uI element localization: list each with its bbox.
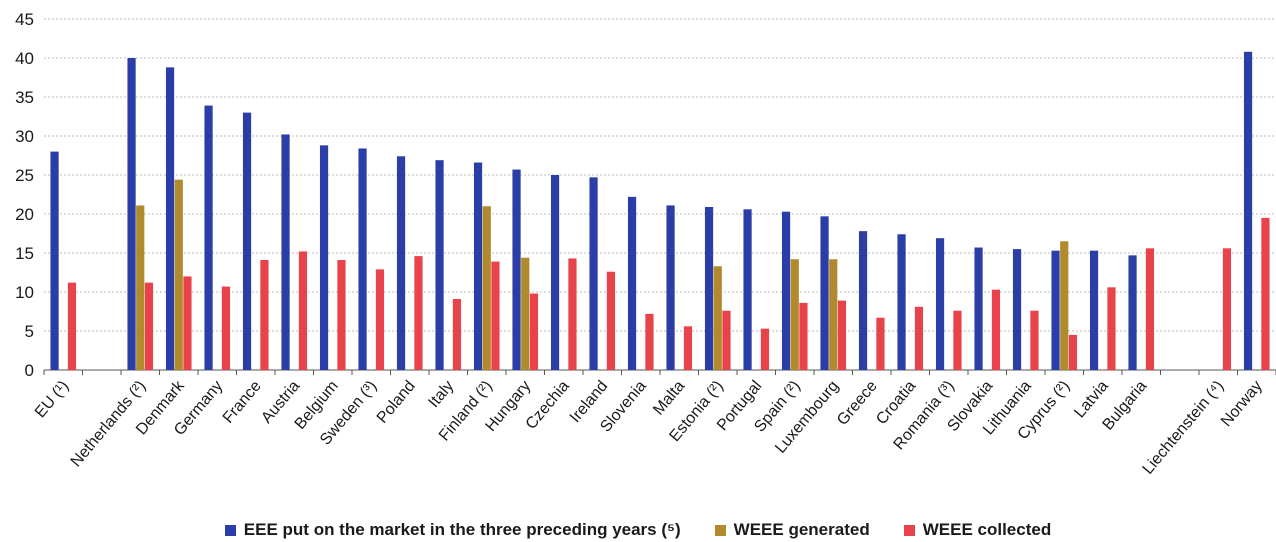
bar xyxy=(204,105,213,370)
bar xyxy=(358,148,367,370)
bar xyxy=(491,261,500,370)
bar xyxy=(136,205,145,370)
bar xyxy=(1243,51,1253,370)
bar xyxy=(991,289,1001,370)
bar xyxy=(820,216,829,370)
bar xyxy=(568,258,577,370)
bar xyxy=(452,299,462,370)
legend: EEE put on the market in the three prece… xyxy=(0,519,1276,541)
bar xyxy=(704,206,714,370)
bar xyxy=(1060,241,1069,370)
bar xyxy=(858,231,868,370)
bar xyxy=(1012,249,1022,370)
legend-item-weee-generated: WEEE generated xyxy=(714,520,870,540)
bar xyxy=(722,310,731,370)
y-tick-label: 25 xyxy=(15,166,34,185)
x-tick-label: Poland xyxy=(374,378,419,427)
bar xyxy=(221,286,231,370)
bar xyxy=(1222,248,1232,370)
bar xyxy=(829,259,838,370)
bar xyxy=(174,179,183,370)
bar xyxy=(1128,255,1137,370)
bar xyxy=(1261,217,1270,370)
bar xyxy=(127,58,136,370)
legend-item-eee: EEE put on the market in the three prece… xyxy=(224,520,681,540)
bar xyxy=(713,266,722,370)
bar xyxy=(50,151,59,370)
bar xyxy=(760,328,770,370)
x-tick-label: Liechtenstein (⁴) xyxy=(1140,378,1228,478)
x-tick-label: Malta xyxy=(650,378,688,419)
bar xyxy=(319,145,329,370)
bar xyxy=(935,238,945,370)
x-tick-label: Norway xyxy=(1218,378,1266,430)
bar xyxy=(298,251,308,370)
bar xyxy=(529,293,539,370)
x-tick-label: France xyxy=(220,378,265,427)
legend-swatch-weee-collected xyxy=(903,524,915,536)
y-tick-label: 45 xyxy=(15,10,34,29)
y-tick-label: 40 xyxy=(15,49,34,68)
bar xyxy=(242,112,252,370)
y-tick-label: 35 xyxy=(15,88,34,107)
legend-swatch-weee-generated xyxy=(714,524,726,536)
bar xyxy=(260,260,269,370)
bar xyxy=(645,313,654,370)
bar xyxy=(974,247,983,370)
y-tick-label: 30 xyxy=(15,127,34,146)
bar xyxy=(1145,248,1155,370)
x-tick-label: EU (¹) xyxy=(32,378,72,422)
legend-label-weee-generated: WEEE generated xyxy=(733,520,870,539)
bar xyxy=(914,306,924,370)
bar xyxy=(666,205,675,370)
bar xyxy=(1089,250,1099,370)
bar xyxy=(165,67,175,371)
bar xyxy=(790,259,799,370)
y-tick-label: 5 xyxy=(25,322,34,341)
bar xyxy=(337,260,346,370)
legend-label-eee: EEE put on the market in the three prece… xyxy=(243,520,681,539)
bar xyxy=(876,317,885,370)
bar xyxy=(67,282,77,370)
bar xyxy=(627,196,637,370)
y-tick-label: 10 xyxy=(15,283,34,302)
bar xyxy=(1030,310,1039,370)
bar xyxy=(512,169,521,370)
bar xyxy=(482,206,491,370)
bar xyxy=(435,160,444,370)
bar xyxy=(837,300,847,370)
bar xyxy=(1068,334,1078,370)
bar xyxy=(144,282,154,370)
y-tick-label: 0 xyxy=(25,361,34,380)
bar xyxy=(550,175,560,370)
x-tick-label: Greece xyxy=(834,378,881,429)
bar xyxy=(953,310,962,370)
legend-label-weee-collected: WEEE collected xyxy=(922,520,1052,539)
bar xyxy=(781,211,791,370)
bar xyxy=(183,276,192,370)
legend-item-weee-collected: WEEE collected xyxy=(903,520,1052,540)
bar xyxy=(521,257,530,370)
bar xyxy=(414,256,423,370)
bar xyxy=(396,156,406,370)
y-tick-label: 20 xyxy=(15,205,34,224)
y-tick-label: 15 xyxy=(15,244,34,263)
bar xyxy=(1051,250,1060,370)
bar xyxy=(473,162,483,370)
legend-swatch-eee xyxy=(224,524,236,536)
bar xyxy=(606,271,616,370)
bar xyxy=(589,177,598,370)
bar xyxy=(743,209,752,370)
x-tick-label: Italy xyxy=(425,378,457,411)
bar xyxy=(1107,287,1116,370)
bar xyxy=(375,269,385,370)
bar xyxy=(799,302,808,370)
bar xyxy=(281,134,290,370)
bar xyxy=(897,234,906,370)
bar xyxy=(683,326,693,370)
